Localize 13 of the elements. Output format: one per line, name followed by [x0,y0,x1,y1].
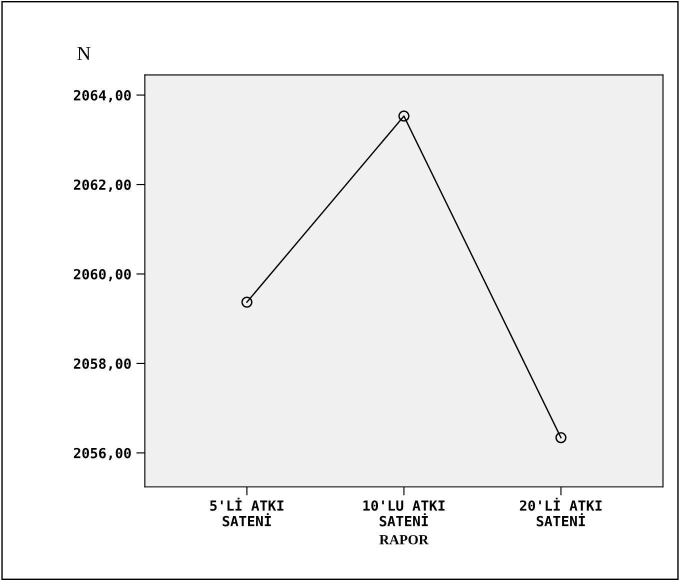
y-tick-label: 2056,00 [74,448,131,460]
x-tick-label: 20'Lİ ATKI SATENİ [520,498,602,526]
y-tick-label: 2058,00 [74,358,131,371]
x-axis-title: RAPOR [379,535,429,544]
x-tick-label: 5'Lİ ATKI SATENİ [210,498,284,526]
point [398,110,410,122]
y-tick-label: 2064,00 [74,90,131,102]
x-tick-label: 10'LU ATKI SATENİ [363,500,445,526]
y-tick-label: 2062,00 [74,179,131,192]
point [241,296,252,308]
y-axis-title: N [77,47,90,60]
y-tick-label: 2060,00 [74,268,131,282]
point [555,432,566,444]
